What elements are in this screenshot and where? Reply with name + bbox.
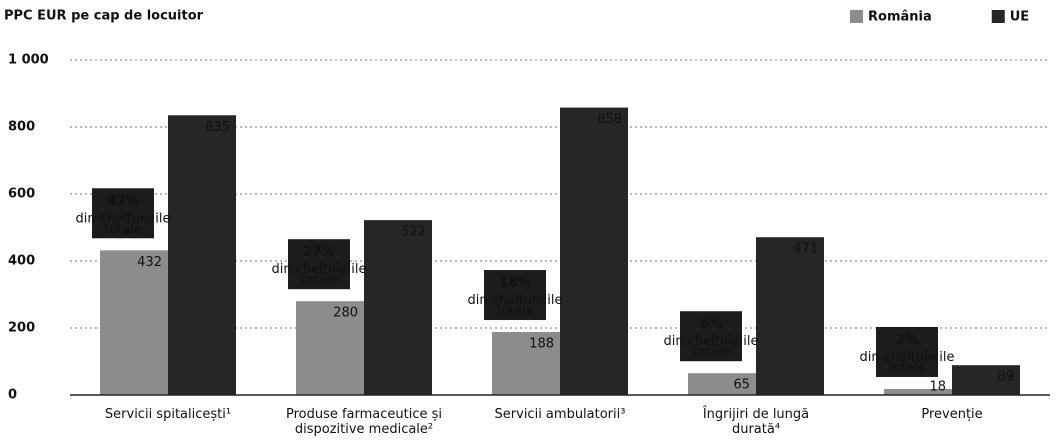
y-axis-title: PPC EUR pe cap de locuitor bbox=[4, 9, 204, 24]
annotation-text-line: totale bbox=[496, 304, 534, 319]
x-tick-label: Prevenție bbox=[921, 407, 982, 422]
bar bbox=[560, 108, 628, 395]
legend-swatch bbox=[992, 10, 1005, 23]
value-label: 280 bbox=[333, 306, 358, 321]
y-tick-label: 800 bbox=[8, 120, 35, 135]
y-tick-label: 600 bbox=[8, 187, 35, 202]
bar bbox=[364, 220, 432, 395]
value-label: 858 bbox=[597, 112, 622, 127]
value-label: 188 bbox=[529, 337, 554, 352]
bar bbox=[756, 237, 824, 395]
chart: PPC EUR pe cap de locuitor 0 200 400 600 800… bbox=[0, 0, 1057, 448]
y-tick-label: 1 000 bbox=[8, 53, 49, 68]
x-tick-label-line: Îngrijiri de lungă bbox=[702, 406, 809, 422]
bar bbox=[100, 250, 168, 395]
value-label: 432 bbox=[137, 255, 162, 270]
x-tick-label-line: Servicii ambulatorii³ bbox=[495, 407, 626, 422]
x-tick-label-line: Prevenție bbox=[921, 407, 982, 422]
x-tick-label: Servicii spitalicești¹ bbox=[105, 407, 231, 422]
annotation-text-line: totale bbox=[300, 273, 338, 288]
value-label: 89 bbox=[997, 370, 1014, 385]
x-tick-label: Servicii ambulatorii³ bbox=[495, 407, 626, 422]
y-tick-label: 400 bbox=[8, 254, 35, 269]
x-tick-label-line: durată⁴ bbox=[732, 422, 780, 437]
value-label: 18 bbox=[929, 380, 946, 395]
annotation-share: 27% bbox=[303, 245, 334, 260]
annotation-text-line: totale bbox=[888, 360, 926, 375]
annotation-share: 2% bbox=[896, 332, 918, 347]
value-label: 835 bbox=[205, 120, 230, 135]
legend-swatch bbox=[850, 10, 863, 23]
value-label: 65 bbox=[733, 378, 750, 393]
legend-label: România bbox=[868, 10, 932, 25]
y-tick-label: 200 bbox=[8, 321, 35, 336]
x-tick-label-line: Servicii spitalicești¹ bbox=[105, 407, 231, 422]
annotation-text-line: totale bbox=[104, 222, 142, 237]
y-tick-label: 0 bbox=[8, 388, 17, 403]
annotation-share: 42% bbox=[107, 194, 138, 209]
bar bbox=[168, 115, 236, 395]
annotation-share: 6% bbox=[700, 317, 722, 332]
x-tick-label-line: dispozitive medicale² bbox=[295, 422, 433, 437]
value-label: 471 bbox=[793, 242, 818, 257]
legend-label: UE bbox=[1010, 10, 1029, 25]
annotation-share: 18% bbox=[499, 276, 530, 291]
annotation-text-line: totale bbox=[692, 345, 730, 360]
value-label: 522 bbox=[401, 225, 426, 240]
x-tick-label-line: Produse farmaceutice și bbox=[286, 407, 442, 422]
